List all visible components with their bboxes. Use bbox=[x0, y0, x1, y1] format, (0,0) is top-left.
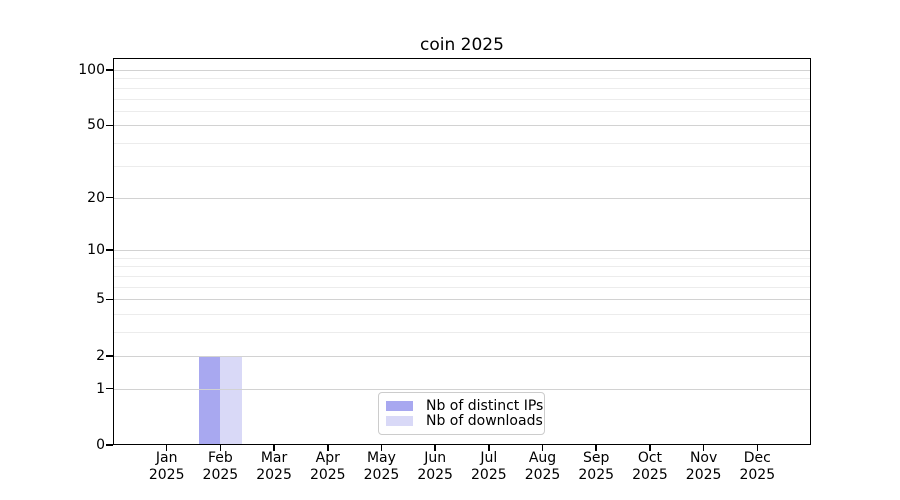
x-tick-label: Mar 2025 bbox=[234, 450, 314, 483]
minor-gridline bbox=[113, 165, 811, 167]
major-gridline bbox=[113, 125, 811, 127]
y-tick-label: 1 bbox=[96, 380, 105, 397]
y-tick-label: 5 bbox=[96, 291, 105, 308]
x-tick-label: Apr 2025 bbox=[288, 450, 368, 483]
chart-title: coin 2025 bbox=[420, 35, 504, 55]
x-tick-mark bbox=[165, 445, 168, 451]
x-tick-month: Sep bbox=[583, 450, 610, 466]
x-tick-month: Oct bbox=[637, 450, 663, 466]
x-tick-year: 2025 bbox=[471, 466, 507, 483]
x-tick-year: 2025 bbox=[256, 466, 292, 483]
legend-label-downloads: Nb of downloads bbox=[426, 413, 543, 429]
x-tick-label: Oct 2025 bbox=[610, 450, 690, 483]
x-tick-mark bbox=[649, 445, 651, 451]
minor-gridline bbox=[113, 266, 811, 268]
minor-gridline bbox=[113, 257, 811, 259]
minor-gridline bbox=[113, 332, 811, 334]
bar bbox=[198, 355, 221, 445]
x-tick-year: 2025 bbox=[685, 466, 722, 483]
x-tick-year: 2025 bbox=[148, 466, 185, 483]
minor-gridline bbox=[113, 87, 811, 89]
x-tick-year: 2025 bbox=[524, 466, 561, 483]
major-gridline bbox=[113, 388, 811, 390]
major-gridline bbox=[113, 299, 811, 301]
x-tick-month: Jan bbox=[155, 450, 178, 466]
y-tick-label: 20 bbox=[87, 189, 105, 206]
minor-gridline bbox=[113, 98, 811, 100]
y-tick-mark bbox=[106, 196, 113, 199]
y-tick-label: 0 bbox=[96, 437, 105, 453]
bar bbox=[220, 355, 242, 445]
major-gridline bbox=[113, 197, 811, 199]
x-tick-year: 2025 bbox=[578, 466, 615, 483]
minor-gridline bbox=[113, 143, 811, 145]
x-tick-month: Apr bbox=[315, 450, 340, 466]
y-tick-mark bbox=[106, 444, 113, 446]
y-tick-mark bbox=[106, 298, 113, 301]
x-tick-mark bbox=[219, 445, 222, 451]
x-tick-year: 2025 bbox=[202, 466, 239, 483]
legend-item-distinct-ips: Nb of distinct IPs bbox=[386, 399, 543, 413]
x-tick-month: Jun bbox=[424, 450, 447, 466]
minor-gridline bbox=[113, 286, 811, 288]
x-tick-mark bbox=[273, 445, 275, 451]
major-gridline bbox=[113, 69, 811, 71]
x-tick-mark bbox=[702, 445, 705, 451]
x-tick-mark bbox=[434, 445, 436, 451]
x-tick-year: 2025 bbox=[309, 466, 346, 483]
x-tick-label: May 2025 bbox=[341, 450, 421, 483]
x-tick-label: Sep 2025 bbox=[556, 450, 636, 483]
x-tick-mark bbox=[326, 445, 329, 451]
x-tick-month: Mar bbox=[260, 450, 288, 466]
x-tick-mark bbox=[488, 445, 490, 451]
y-tick-label: 100 bbox=[78, 61, 105, 78]
legend: Nb of distinct IPs Nb of downloads bbox=[378, 392, 545, 435]
x-tick-mark bbox=[756, 445, 759, 451]
x-tick-month: May bbox=[366, 450, 396, 466]
y-tick-mark bbox=[106, 354, 113, 357]
minor-gridline bbox=[113, 276, 811, 277]
minor-gridline bbox=[113, 78, 811, 80]
y-tick-mark bbox=[106, 387, 113, 390]
y-tick-mark bbox=[106, 124, 113, 127]
x-tick-mark bbox=[380, 445, 383, 451]
y-tick-label: 50 bbox=[87, 117, 105, 134]
y-tick-mark bbox=[106, 69, 113, 71]
x-tick-label: Feb 2025 bbox=[180, 450, 260, 483]
x-tick-year: 2025 bbox=[417, 466, 453, 483]
x-tick-year: 2025 bbox=[739, 466, 776, 483]
minor-gridline bbox=[113, 314, 811, 316]
x-tick-label: Dec 2025 bbox=[717, 450, 797, 483]
legend-item-downloads: Nb of downloads bbox=[386, 414, 543, 428]
legend-label-distinct-ips: Nb of distinct IPs bbox=[426, 398, 544, 414]
x-tick-label: Nov 2025 bbox=[664, 450, 744, 483]
x-tick-month: Nov bbox=[689, 450, 718, 466]
plot-area bbox=[106, 58, 811, 451]
minor-gridline bbox=[113, 110, 811, 112]
y-tick-label: 2 bbox=[96, 347, 105, 364]
major-gridline bbox=[113, 250, 811, 252]
x-tick-month: Aug bbox=[528, 450, 557, 466]
x-tick-year: 2025 bbox=[363, 466, 400, 483]
x-tick-year: 2025 bbox=[632, 466, 668, 483]
x-tick-month: Dec bbox=[743, 450, 771, 466]
major-gridline bbox=[113, 355, 811, 357]
legend-swatch-distinct-ips-icon bbox=[386, 401, 413, 411]
y-tick-mark bbox=[106, 249, 113, 251]
x-tick-label: Jul 2025 bbox=[449, 450, 529, 483]
x-tick-label: Jun 2025 bbox=[395, 450, 475, 483]
x-tick-month: Feb bbox=[207, 450, 233, 466]
y-tick-label: 10 bbox=[87, 242, 105, 259]
legend-swatch-downloads-icon bbox=[386, 416, 413, 426]
x-tick-month: Jul bbox=[480, 450, 498, 466]
x-tick-mark bbox=[595, 445, 598, 451]
x-tick-label: Jan 2025 bbox=[127, 450, 207, 483]
x-tick-label: Aug 2025 bbox=[503, 450, 583, 483]
x-tick-mark bbox=[541, 445, 544, 451]
